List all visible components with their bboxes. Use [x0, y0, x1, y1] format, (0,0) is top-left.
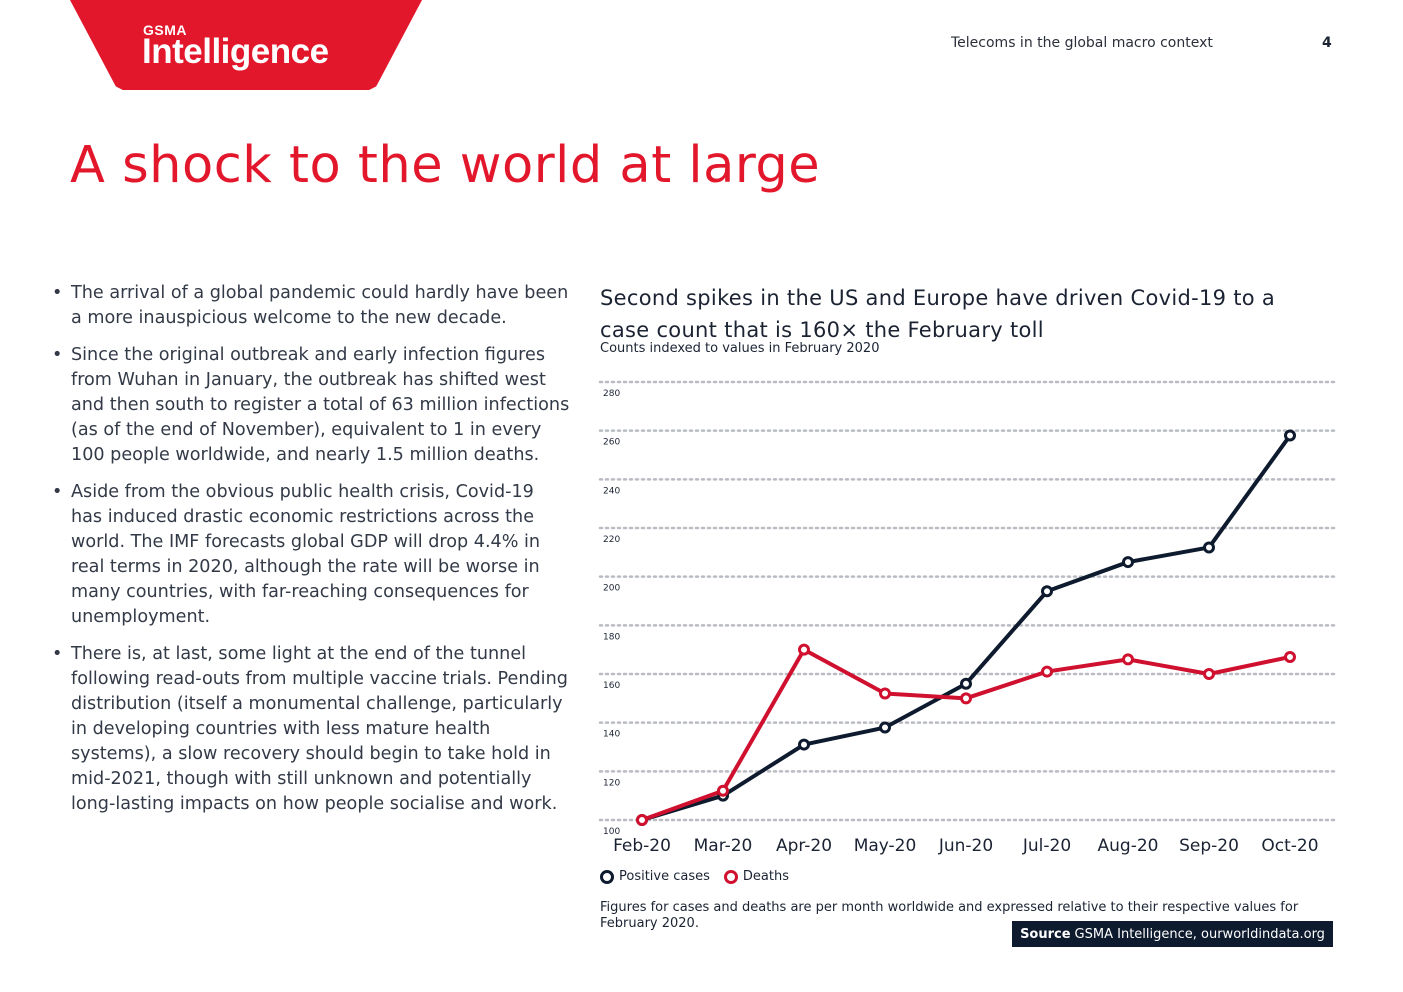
chart-title: Second spikes in the US and Europe have …	[600, 286, 1276, 342]
bullet-item: The arrival of a global pandemic could h…	[50, 281, 570, 331]
chart-footnote: Figures for cases and deaths are per mon…	[600, 900, 1299, 931]
legend-item-cases: Positive cases	[600, 869, 710, 884]
y-tick-label: 180	[603, 632, 620, 642]
chart-subtitle: Counts indexed to values in February 202…	[600, 341, 880, 356]
legend-label-deaths: Deaths	[742, 869, 789, 884]
data-point	[1284, 429, 1296, 442]
legend-item-deaths: Deaths	[723, 869, 789, 884]
logo-gsma: GSMA	[143, 22, 187, 38]
source-label: Source	[1020, 926, 1071, 942]
y-tick-label: 200	[603, 584, 620, 594]
bullet-list: The arrival of a global pandemic could h…	[50, 281, 570, 829]
y-tick-label: 120	[603, 778, 620, 788]
x-tick-label: Oct-20	[1261, 836, 1318, 856]
data-point	[960, 692, 972, 705]
y-tick-label: 140	[603, 730, 620, 740]
x-tick-label: Sep-20	[1179, 836, 1239, 856]
chart-legend: Positive cases Deaths	[600, 869, 789, 884]
data-point	[1041, 665, 1053, 678]
bullet-item: Since the original outbreak and early in…	[50, 343, 570, 468]
x-tick-label: May-20	[854, 836, 917, 856]
y-tick-label: 280	[603, 389, 620, 399]
y-tick-label: 160	[603, 681, 620, 691]
line-chart: 100 120 140 160 180 200 220 240 260 280 Feb-20 Mar…	[598, 380, 1337, 856]
x-tick-label: Mar-20	[694, 836, 753, 856]
x-tick-label: Aug-20	[1098, 836, 1159, 856]
y-tick-label: 100	[603, 827, 620, 837]
data-point	[1041, 585, 1053, 598]
data-point	[1203, 541, 1215, 554]
data-point	[879, 687, 891, 700]
x-tick-label: Apr-20	[776, 836, 832, 856]
data-point	[879, 721, 891, 734]
source-box: Source GSMA Intelligence, ourworldindata…	[1012, 921, 1333, 947]
data-point	[1284, 650, 1296, 663]
data-point	[1203, 668, 1215, 680]
data-point	[960, 677, 972, 690]
y-tick-label: 220	[603, 535, 620, 545]
data-point	[636, 814, 648, 826]
source-text: GSMA Intelligence, ourworldindata.org	[1074, 926, 1325, 942]
x-tick-label: Jul-20	[1022, 836, 1071, 856]
bullet-item: There is, at last, some light at the end…	[50, 642, 570, 817]
page-number: 4	[1322, 35, 1332, 51]
legend-label-cases: Positive cases	[619, 869, 710, 884]
bullet-item: Aside from the obvious public health cri…	[50, 480, 570, 630]
data-point	[798, 738, 810, 751]
legend-marker-cases	[600, 869, 614, 884]
legend-marker-deaths	[723, 869, 738, 884]
series-deaths	[636, 643, 1296, 826]
data-point	[717, 784, 729, 797]
data-point	[1122, 653, 1134, 666]
y-tick-label: 240	[603, 486, 620, 496]
logo-tab	[70, 0, 422, 90]
header-section-title: Telecoms in the global macro context	[951, 35, 1213, 51]
y-tick-label: 260	[603, 438, 620, 448]
logo-intelligence: Intelligence	[142, 32, 329, 71]
x-tick-label: Jun-20	[938, 836, 993, 856]
page-title: A shock to the world at large	[70, 136, 821, 195]
x-tick-label: Feb-20	[613, 836, 671, 856]
data-point	[798, 643, 810, 656]
data-point	[1122, 556, 1134, 569]
